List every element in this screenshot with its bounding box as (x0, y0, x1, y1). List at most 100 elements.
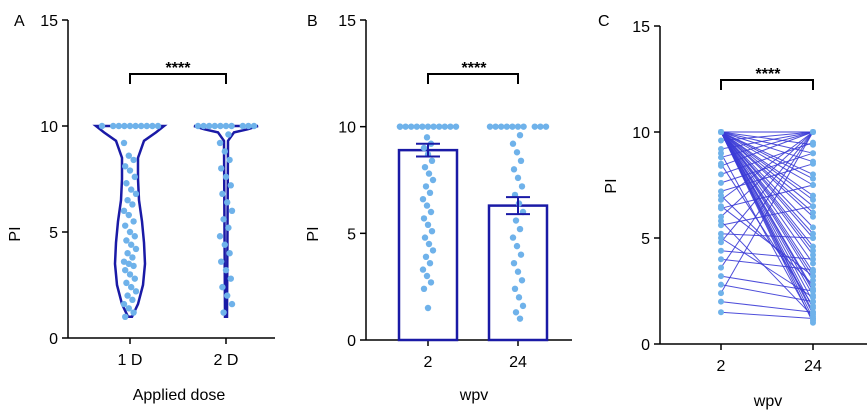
data-point (810, 298, 816, 305)
data-point (226, 156, 233, 164)
data-point (126, 271, 134, 278)
data-point (138, 122, 145, 130)
data-point (515, 294, 523, 301)
paired-line (720, 142, 814, 175)
panel-b-x-tick-label: 2 (424, 354, 433, 371)
data-point (531, 123, 538, 130)
data-point (130, 156, 137, 164)
data-point (520, 123, 527, 130)
data-point (718, 290, 724, 297)
paired-line (720, 131, 814, 243)
panel-b-significance-bracket (427, 73, 519, 84)
data-point (123, 279, 130, 287)
panel-b-y-tick-label: 15 (338, 13, 356, 30)
paired-line (720, 131, 814, 213)
paired-line (720, 205, 814, 226)
paired-line (720, 131, 814, 277)
data-point (718, 256, 724, 263)
data-point (810, 129, 816, 135)
data-point (408, 123, 415, 130)
data-point (810, 150, 816, 157)
data-point (810, 294, 816, 301)
data-point (413, 123, 420, 130)
data-point (125, 260, 132, 267)
data-point (718, 203, 724, 210)
data-point (250, 122, 258, 130)
data-point (436, 123, 443, 130)
panel-c-y-tick-label: 15 (632, 19, 650, 36)
data-point (129, 254, 136, 261)
data-point (122, 266, 129, 274)
paired-line (720, 131, 814, 294)
data-point (510, 260, 518, 267)
data-point (132, 245, 140, 253)
paired-line (720, 301, 814, 313)
data-point (718, 196, 724, 203)
data-point (228, 300, 236, 308)
paired-line (720, 131, 814, 292)
data-point (424, 304, 432, 312)
data-point (125, 152, 132, 159)
data-point (131, 275, 138, 282)
data-point (123, 237, 130, 244)
data-point (219, 190, 226, 198)
data-point (220, 309, 227, 316)
data-point (810, 266, 816, 273)
data-point (420, 215, 428, 222)
data-point (810, 141, 816, 148)
data-point (718, 154, 724, 161)
data-point (423, 202, 431, 209)
paired-line (720, 131, 814, 167)
data-point (143, 122, 150, 130)
data-point (424, 123, 432, 130)
data-point (718, 160, 724, 167)
paired-line (720, 131, 814, 207)
data-point (518, 277, 526, 284)
paired-line (720, 131, 814, 264)
data-point (423, 134, 431, 141)
data-point (121, 122, 128, 130)
data-point (245, 122, 252, 130)
data-point (513, 149, 521, 156)
panel-a-significance-bracket (129, 73, 227, 84)
data-point (516, 132, 524, 139)
data-point (125, 305, 132, 312)
data-point (519, 302, 527, 310)
data-point (132, 122, 139, 130)
paired-line (720, 220, 814, 317)
data-point (718, 137, 724, 144)
data-point (124, 292, 131, 299)
data-point (718, 145, 724, 152)
data-point (120, 300, 128, 308)
paired-line (720, 311, 814, 320)
panel-c: C PI wpv **** 0 5 10 15 2 24 (598, 13, 867, 410)
data-point (542, 123, 550, 130)
data-point (419, 123, 426, 130)
data-point (718, 213, 724, 220)
panel-a-y-tick-label: 15 (40, 13, 58, 30)
data-point (810, 317, 816, 324)
data-point (718, 192, 724, 199)
data-point (718, 129, 724, 135)
data-point (211, 122, 218, 130)
data-point (429, 247, 437, 254)
panel-a-x-tick-label: 2 D (214, 352, 239, 369)
paired-line (720, 131, 814, 146)
data-point (421, 164, 429, 171)
data-point (426, 189, 434, 196)
data-point (718, 222, 724, 229)
paired-line (720, 275, 814, 292)
panel-c-x-tick-label: 2 (717, 358, 726, 375)
data-point (810, 309, 816, 316)
violin-2d (193, 124, 259, 319)
data-point (217, 122, 224, 130)
panel-b-y-tick-label: 0 (347, 333, 356, 350)
panel-b-significance: **** (462, 60, 488, 77)
data-point (222, 266, 230, 274)
data-point (120, 207, 128, 214)
data-point (130, 218, 137, 225)
data-point (128, 186, 135, 193)
panel-a-x-axis-label: Applied dose (133, 387, 226, 404)
paired-line (720, 131, 814, 201)
data-point (222, 173, 230, 181)
